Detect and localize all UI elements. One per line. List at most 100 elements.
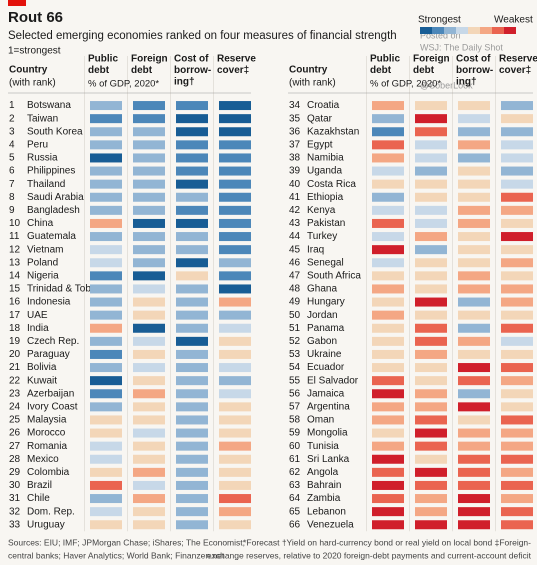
country: Kuwait — [27, 375, 57, 386]
heat-cell — [176, 245, 208, 255]
rank: 63 — [289, 480, 301, 491]
rank: 60 — [289, 441, 301, 452]
country: Lebanon — [307, 506, 346, 517]
country: Turkey — [307, 231, 337, 242]
country: Ivory Coast — [27, 401, 78, 412]
rank: 30 — [9, 480, 21, 491]
heat-cell — [133, 205, 165, 215]
country: South Africa — [307, 270, 361, 281]
heat-cell — [176, 205, 208, 215]
rank: 41 — [289, 192, 301, 203]
heat-cell — [415, 363, 447, 373]
country: Taiwan — [27, 113, 58, 124]
rank: 51 — [289, 323, 301, 334]
footnote: *Forecast †Yield on hard-currency bond o… — [243, 537, 531, 547]
heat-cell — [176, 428, 208, 438]
heat-cell — [501, 441, 533, 451]
heat-cell — [458, 415, 490, 425]
heat-cell — [501, 245, 533, 255]
heat-cell — [90, 441, 122, 451]
country: Iraq — [307, 244, 324, 255]
heat-cell — [415, 349, 447, 359]
heat-cell — [90, 192, 122, 202]
heat-cell — [372, 218, 404, 228]
column-header: Foreign — [131, 54, 168, 65]
heat-cell — [219, 507, 251, 517]
heat-cell — [133, 232, 165, 242]
heat-cell — [415, 297, 447, 307]
heat-cell — [458, 349, 490, 359]
heat-cell — [458, 363, 490, 373]
column-header: (with rank) — [289, 78, 336, 89]
heat-cell — [415, 101, 447, 111]
heat-cell — [501, 428, 533, 438]
heat-cell — [90, 480, 122, 490]
heat-cell — [90, 297, 122, 307]
rank: 58 — [289, 415, 301, 426]
rank: 1 — [9, 100, 15, 111]
heat-cell — [176, 349, 208, 359]
heat-cell — [372, 101, 404, 111]
heat-cell — [372, 192, 404, 202]
rank: 13 — [9, 257, 21, 268]
heat-cell — [176, 415, 208, 425]
heat-cell — [219, 441, 251, 451]
country: Mongolia — [307, 428, 348, 439]
heat-cell — [176, 297, 208, 307]
heat-cell — [501, 336, 533, 346]
heat-cell — [501, 376, 533, 386]
rank: 36 — [289, 126, 301, 137]
country: Kenya — [307, 205, 336, 216]
heat-cell — [133, 349, 165, 359]
heat-cell — [133, 428, 165, 438]
heat-cell — [133, 245, 165, 255]
rank: 27 — [9, 441, 21, 452]
heat-cell — [176, 166, 208, 176]
heat-cell — [90, 454, 122, 464]
heat-cell — [415, 467, 447, 477]
rank: 55 — [289, 375, 301, 386]
heat-cell — [176, 101, 208, 111]
country: Ghana — [307, 284, 337, 295]
heat-cell — [501, 310, 533, 320]
heat-cell — [90, 101, 122, 111]
heat-cell — [372, 114, 404, 124]
heat-cell — [415, 179, 447, 189]
country: South Korea — [27, 126, 83, 137]
country: Guatemala — [27, 231, 76, 242]
heat-cell — [458, 467, 490, 477]
rank: 23 — [9, 388, 21, 399]
heat-cell — [415, 494, 447, 504]
heat-cell — [133, 140, 165, 150]
heat-cell — [90, 389, 122, 399]
heat-cell — [90, 218, 122, 228]
heat-cell — [415, 336, 447, 346]
heat-cell — [458, 494, 490, 504]
sources: central banks; Haver Analytics; World Ba… — [8, 550, 225, 560]
heat-cell — [133, 284, 165, 294]
heat-cell — [90, 349, 122, 359]
heat-cell — [219, 376, 251, 386]
legend-swatch — [468, 27, 480, 34]
heat-cell — [133, 507, 165, 517]
column-header: ing† — [174, 77, 195, 88]
heat-cell — [372, 127, 404, 137]
column-header: Country — [9, 65, 48, 76]
column-header: cover‡ — [499, 65, 531, 76]
heat-cell — [133, 520, 165, 530]
heat-cell — [219, 114, 251, 124]
heat-cell — [372, 494, 404, 504]
heat-cell — [458, 323, 490, 333]
country: Jamaica — [307, 388, 345, 399]
country: Croatia — [307, 100, 340, 111]
heat-cell — [90, 520, 122, 530]
heat-cell — [372, 349, 404, 359]
country: Peru — [27, 139, 48, 150]
heat-cell — [501, 205, 533, 215]
heat-cell — [219, 101, 251, 111]
country: Ecuador — [307, 362, 345, 373]
heat-cell — [176, 192, 208, 202]
country: Thailand — [27, 179, 65, 190]
rank: 11 — [9, 231, 20, 242]
country: El Salvador — [307, 375, 359, 386]
